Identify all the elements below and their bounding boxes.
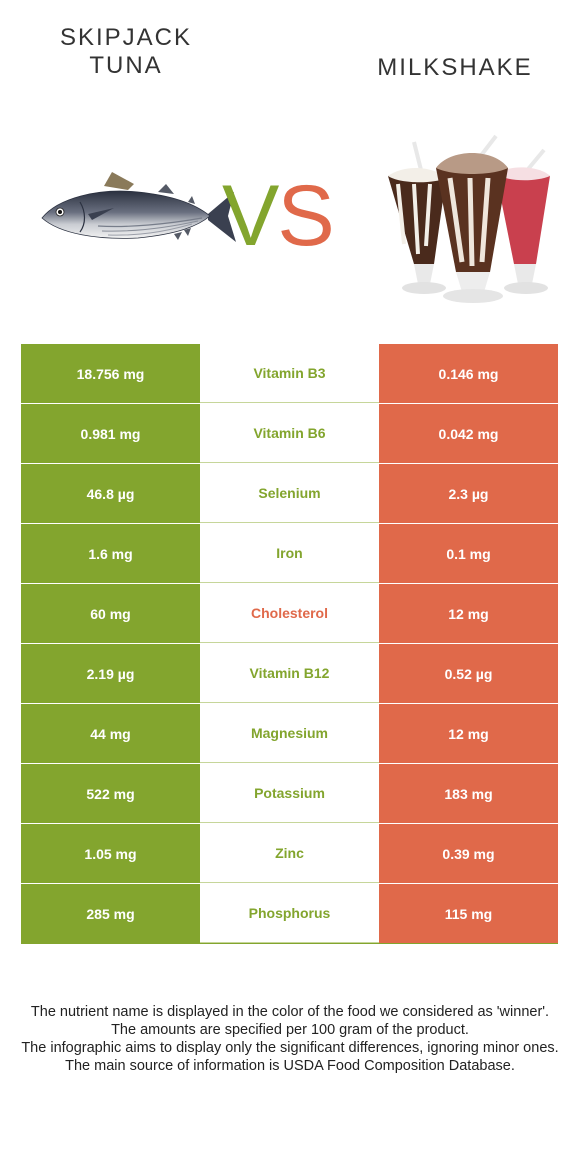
right-food-value: 0.52 µg (379, 644, 558, 703)
left-food-value: 2.19 µg (21, 644, 200, 703)
table-row: 1.6 mg Iron 0.1 mg (21, 524, 558, 584)
left-food-value: 46.8 µg (21, 464, 200, 523)
footer-line-1: The nutrient name is displayed in the co… (30, 1004, 550, 1020)
left-food-value: 60 mg (21, 584, 200, 643)
right-food-value: 12 mg (379, 704, 558, 763)
versus-s: S (277, 168, 334, 264)
right-food-title: MILKSHAKE (377, 54, 533, 81)
nutrient-name: Cholesterol (200, 584, 379, 643)
table-row: 1.05 mg Zinc 0.39 mg (21, 824, 558, 884)
right-food-value: 0.146 mg (379, 344, 558, 403)
milkshake-image (388, 134, 550, 303)
table-row: 60 mg Cholesterol 12 mg (21, 584, 558, 644)
footer-line-4: The main source of information is USDA F… (65, 1058, 515, 1074)
table-row: 18.756 mg Vitamin B3 0.146 mg (21, 344, 558, 404)
nutrient-name: Selenium (200, 464, 379, 523)
left-food-value: 285 mg (21, 884, 200, 943)
left-food-title: SKIPJACK TUNA (40, 24, 212, 80)
table-row: 2.19 µg Vitamin B12 0.52 µg (21, 644, 558, 704)
nutrient-name: Iron (200, 524, 379, 583)
footer-line-2: The amounts are specified per 100 gram o… (111, 1022, 469, 1038)
right-food-value: 0.1 mg (379, 524, 558, 583)
footer-line-3: The infographic aims to display only the… (21, 1040, 559, 1056)
left-food-value: 522 mg (21, 764, 200, 823)
left-food-title-line1: SKIPJACK (59, 24, 193, 51)
nutrient-name: Potassium (200, 764, 379, 823)
right-food-value: 0.042 mg (379, 404, 558, 463)
table-row: 44 mg Magnesium 12 mg (21, 704, 558, 764)
nutrient-name: Magnesium (200, 704, 379, 763)
right-food-value: 2.3 µg (379, 464, 558, 523)
left-food-value: 1.05 mg (21, 824, 200, 883)
nutrient-name: Vitamin B12 (200, 644, 379, 703)
right-food-value: 0.39 mg (379, 824, 558, 883)
versus-label: VS (222, 168, 335, 264)
right-food-value: 115 mg (379, 884, 558, 943)
left-food-value: 18.756 mg (21, 344, 200, 403)
table-row: 285 mg Phosphorus 115 mg (21, 884, 558, 944)
left-food-title-line2: TUNA (89, 52, 163, 79)
right-food-value: 183 mg (379, 764, 558, 823)
footer-notes: The nutrient name is displayed in the co… (20, 1003, 560, 1075)
left-food-value: 44 mg (21, 704, 200, 763)
versus-v: V (222, 168, 279, 264)
table-row: 522 mg Potassium 183 mg (21, 764, 558, 824)
skipjack-tuna-image (41, 172, 236, 242)
table-row: 46.8 µg Selenium 2.3 µg (21, 464, 558, 524)
nutrient-name: Phosphorus (200, 884, 379, 943)
table-row: 0.981 mg Vitamin B6 0.042 mg (21, 404, 558, 464)
left-food-value: 1.6 mg (21, 524, 200, 583)
nutrient-comparison-table: 18.756 mg Vitamin B3 0.146 mg 0.981 mg Vitam… (21, 344, 558, 944)
nutrient-name: Vitamin B3 (200, 344, 379, 403)
right-food-value: 12 mg (379, 584, 558, 643)
left-food-value: 0.981 mg (21, 404, 200, 463)
nutrient-name: Zinc (200, 824, 379, 883)
nutrient-name: Vitamin B6 (200, 404, 379, 463)
